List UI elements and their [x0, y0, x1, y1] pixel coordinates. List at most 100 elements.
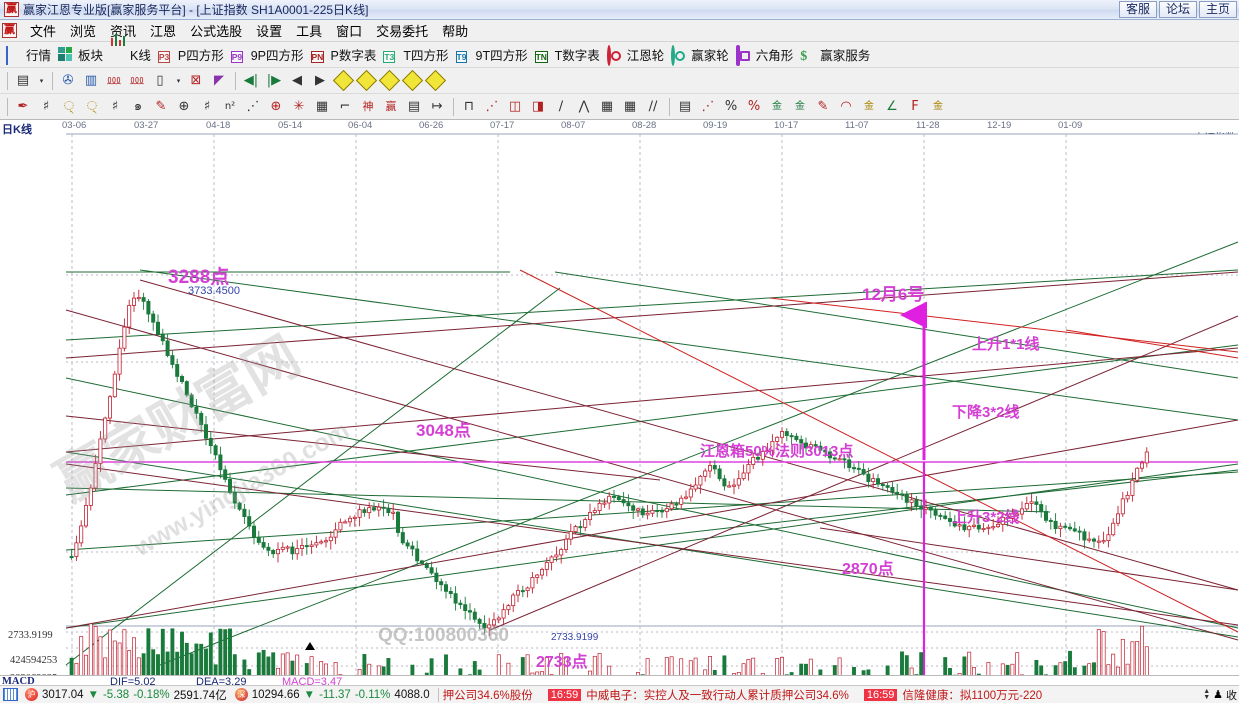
gann-fan-icon[interactable]: ♯	[42, 99, 50, 114]
circle-grid-icon[interactable]: ⊕	[178, 99, 190, 114]
app-logo-icon: 赢	[4, 2, 19, 17]
toolbar-t-square-button[interactable]: T3 T四方形	[381, 44, 453, 65]
calendar-icon[interactable]: ▤	[16, 73, 30, 88]
menu-item-formula-screen[interactable]: 公式选股	[190, 24, 243, 39]
grid-time-icon[interactable]: ♯	[111, 99, 119, 114]
customer-service-button[interactable]: 客服	[1119, 1, 1157, 18]
quote-mark-icon[interactable]: ⌐	[339, 99, 351, 114]
chart-canvas[interactable]	[0, 120, 1239, 675]
diamond-move-icon[interactable]	[424, 69, 446, 92]
prev-icon[interactable]: ◀	[292, 73, 302, 88]
fan-square-icon[interactable]: ◨	[531, 99, 545, 114]
n-square-icon[interactable]: n²	[224, 100, 236, 112]
span-arrows-icon[interactable]: ↦	[431, 99, 443, 114]
toolbar-winner-service-button[interactable]: $ 赢家服务	[798, 44, 875, 65]
fan-box-icon[interactable]: ◫	[508, 99, 522, 114]
pen-arrow-icon[interactable]: ✎	[155, 99, 167, 114]
next-icon[interactable]: ▶	[315, 73, 325, 88]
grid-fine2-icon[interactable]: ▦	[623, 99, 637, 114]
menu-item-browse[interactable]: 浏览	[70, 24, 97, 39]
collapse-label[interactable]: 收	[1226, 689, 1237, 702]
wave9-icon[interactable]: ⅏	[130, 73, 144, 88]
gold-circle-icon[interactable]: 金	[772, 100, 782, 112]
toolbar-sector-button[interactable]: 板块	[56, 44, 108, 65]
toolbar-t-number-table-button[interactable]: TN T数字表	[533, 44, 605, 65]
ying-char-icon[interactable]: 赢	[385, 100, 397, 113]
toolbar-gann-wheel-button[interactable]: 江恩轮	[605, 44, 670, 66]
menu-item-trade[interactable]: 交易委托	[376, 24, 429, 39]
last-page-icon[interactable]: |▶	[266, 73, 282, 88]
status-controls[interactable]: ▲ ▼ ♟ 收	[1203, 687, 1239, 703]
toolbar-9p-square-button[interactable]: P9 9P四方形	[229, 44, 309, 65]
spinner-arrows-icon[interactable]: ▲ ▼	[1203, 687, 1211, 701]
forum-button[interactable]: 论坛	[1159, 1, 1197, 18]
main-chart-panel[interactable]: 日K线 1A0001 上证指数 03-06 03-27 04-18 05-14 …	[0, 120, 1239, 675]
gold-grid2-icon[interactable]: ੍	[86, 99, 98, 114]
parallel-icon[interactable]: ∕∕	[648, 99, 658, 114]
gold-ratio-icon[interactable]: 金	[864, 100, 874, 112]
first-page-icon[interactable]: ◀|	[243, 73, 259, 88]
toolbar-quotes-button[interactable]: 行情	[4, 44, 56, 65]
ladder-icon[interactable]: ▤	[678, 99, 692, 114]
toolbar-9t-square-label: 9T四方形	[475, 49, 528, 63]
capsule-icon[interactable]: ▯	[156, 73, 164, 88]
gold-line-icon[interactable]: 金	[795, 100, 805, 112]
percent-icon[interactable]: %	[724, 99, 738, 114]
gann-box-icon[interactable]: ⊠	[190, 73, 202, 88]
table-frame-icon[interactable]: ⊓	[463, 99, 475, 114]
toolbar-hexagon-button[interactable]: 六角形	[734, 44, 799, 66]
color-fan-icon[interactable]: ◤	[214, 73, 224, 88]
homepage-button[interactable]: 主页	[1199, 1, 1237, 18]
f-line-icon[interactable]: F	[911, 99, 919, 114]
news-item-text[interactable]: 中威电子：实控人及一致行动人累计质押公司34.6%	[586, 689, 849, 702]
clipboard-icon[interactable]: ▥	[84, 73, 98, 88]
zigzag-icon[interactable]: ⋀	[578, 99, 590, 114]
shen-char-icon[interactable]: 神	[362, 100, 374, 113]
diamond-expand-icon[interactable]	[401, 69, 423, 92]
arc-icon[interactable]: ◠	[840, 99, 852, 114]
wave3-icon[interactable]: ⅏	[107, 73, 121, 88]
toolbar-kline-button[interactable]: K线	[108, 33, 156, 65]
grid-lines-icon[interactable]: ♯	[203, 99, 211, 114]
starburst-icon[interactable]: ✳	[293, 99, 305, 114]
percent-fan-icon[interactable]: ⋰	[701, 99, 715, 114]
menu-item-gann[interactable]: 江恩	[150, 24, 177, 39]
dropdown-caret-icon[interactable]: ▾	[39, 77, 44, 85]
scribble-icon[interactable]: ✇	[62, 73, 74, 88]
pen-draw-icon[interactable]: ✒	[17, 99, 29, 114]
diamond-center-icon[interactable]	[378, 69, 400, 92]
ticker-truncated-text[interactable]: 押公司34.6%股份	[442, 689, 533, 702]
dropdown-caret2-icon[interactable]: ▾	[176, 77, 181, 85]
toolbar-9t-square-button[interactable]: T9 9T四方形	[454, 44, 533, 65]
diamond-right-icon[interactable]	[355, 69, 377, 92]
percent-line-icon[interactable]: %	[747, 99, 761, 114]
menu-item-file[interactable]: 文件	[30, 24, 57, 39]
toolbar-p-square-button[interactable]: P3 P四方形	[156, 44, 229, 65]
toolbar-p-number-table-button[interactable]: PN P数字表	[309, 44, 382, 65]
gold-grid1-icon[interactable]: ੍	[63, 99, 75, 114]
news-item-text[interactable]: 信隆健康：拟1100万元-220	[902, 689, 1043, 702]
toolbar-separator	[453, 97, 454, 116]
pen-tool-icon[interactable]: ✎	[817, 99, 829, 114]
grid-fine-icon[interactable]: ▦	[600, 99, 614, 114]
angle-lines-icon[interactable]: ⋰	[246, 99, 260, 114]
menu-item-window[interactable]: 窗口	[336, 24, 363, 39]
fan-red-icon[interactable]: ⋰	[485, 99, 499, 114]
toolbar-winner-wheel-button[interactable]: 赢家轮	[669, 44, 734, 66]
two-lines-icon[interactable]: ∕	[558, 99, 564, 114]
quotes-grid-icon[interactable]	[3, 688, 18, 701]
crosshair-icon[interactable]: ⊕	[270, 99, 282, 114]
person-icon[interactable]: ♟	[1213, 688, 1223, 701]
gold-slope-icon[interactable]: 金	[933, 100, 943, 112]
boxed-grid-icon[interactable]: ▦	[315, 99, 329, 114]
ruler-icon[interactable]: ▤	[407, 99, 421, 114]
menu-item-tools[interactable]: 工具	[296, 24, 323, 39]
toolbar-gann-wheel-label: 江恩轮	[626, 49, 665, 63]
angle-l-icon[interactable]: ∠	[886, 99, 898, 114]
menu-item-help[interactable]: 帮助	[442, 24, 469, 39]
sh-index-arrow: ▼	[87, 688, 99, 701]
spiral-icon[interactable]: ๑	[133, 99, 143, 114]
menu-item-settings[interactable]: 设置	[256, 24, 283, 39]
diamond-left-icon[interactable]	[332, 69, 354, 92]
pn-box-icon: PN	[310, 47, 327, 63]
